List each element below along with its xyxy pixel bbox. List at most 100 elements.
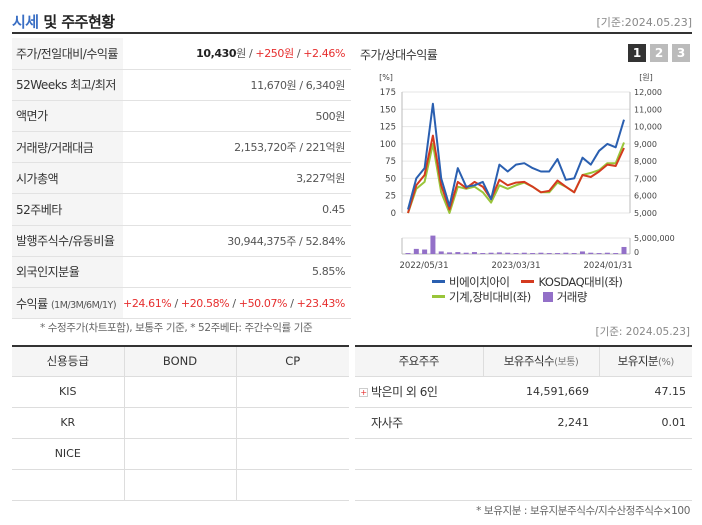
separator: / <box>229 296 239 310</box>
return-3m: +20.58% <box>180 296 230 310</box>
volume-bar <box>596 253 602 254</box>
volume-bar <box>513 253 519 254</box>
quote-label: 액면가 <box>12 100 123 133</box>
table-row <box>355 469 692 501</box>
quote-value: 5.85% <box>123 256 351 289</box>
quote-row: 발행주식수/유동비율 30,944,375주 / 52.84% <box>12 225 351 257</box>
column-header: 보유주식수(보통) <box>482 345 599 377</box>
left-tick-label: 150 <box>380 105 396 115</box>
table-cell <box>235 469 349 501</box>
column-header: BOND <box>123 345 236 377</box>
right-tick-label: 5,000 <box>634 209 657 218</box>
volume-bar <box>480 253 486 254</box>
left-tick-label: 125 <box>380 123 396 133</box>
quote-value-price: 10,430원 / +250원 / +2.46% <box>123 38 351 70</box>
chart-tab-1[interactable]: 1 <box>628 44 646 62</box>
holder-pct: 47.15 <box>599 376 692 408</box>
quote-value: 2,153,720주 / 221억원 <box>123 131 351 164</box>
table-cell <box>235 438 349 470</box>
holder-name: 박은미 외 6인 <box>371 385 438 399</box>
volume-bar <box>604 252 610 254</box>
legend-item: 비에이치아이 <box>432 274 510 290</box>
legend-swatch <box>432 280 445 283</box>
holder-shares: 2,241 <box>483 407 599 439</box>
table-cell <box>123 438 236 470</box>
credit-rating-table: 신용등급 BOND CP KIS KR NICE <box>12 345 349 501</box>
header-unit: (보통) <box>554 357 579 369</box>
right-tick-label: 8,000 <box>634 157 657 166</box>
reference-date-2: [기준: 2024.05.23] <box>595 326 690 338</box>
legend-item: KOSDAQ대비(좌) <box>521 274 623 290</box>
volume-bar <box>579 251 585 254</box>
table-cell <box>235 407 349 439</box>
quote-value-returns: +24.61% / +20.58% / +50.07% / +23.43% <box>123 287 351 320</box>
table-row: + 박은미 외 6인 14,591,669 47.15 <box>355 376 692 408</box>
chart-panel: 주가/상대수익률 1 2 3 [%] [원] 175 12,000 150 11,000 1… <box>358 38 692 314</box>
returns-label: 수익률 <box>16 296 48 311</box>
quote-label: 외국인지분율 <box>12 256 123 289</box>
holder-name-cell[interactable]: + 박은미 외 6인 <box>355 376 483 408</box>
holder-pct <box>599 438 692 470</box>
legend-label: 거래량 <box>556 289 588 304</box>
quote-value: 500원 <box>123 100 351 133</box>
right-tick-label: 12,000 <box>634 88 662 97</box>
legend-label: 기계,장비대비(좌) <box>449 289 531 304</box>
volume-bar <box>488 252 494 254</box>
return-1y: +23.43% <box>296 296 346 310</box>
chart-legend: 비에이치아이 KOSDAQ대비(좌) 기계,장비대비(좌) 거래량 <box>432 274 692 304</box>
volume-bar <box>422 249 428 254</box>
column-header: 보유지분(%) <box>598 345 692 377</box>
table-row: KR <box>12 407 349 439</box>
header-text: 보유주식수 <box>503 354 555 369</box>
returns-sublabel: (1M/3M/6M/1Y) <box>50 299 117 311</box>
left-tick-label: 175 <box>380 88 396 98</box>
return-6m: +50.07% <box>238 296 288 310</box>
volume-tick-label: 5,000,000 <box>634 234 675 243</box>
quote-value: 3,227억원 <box>123 162 351 195</box>
volume-bar <box>588 252 594 254</box>
price-change-rate: +2.46% <box>303 47 345 61</box>
quote-label: 발행주식수/유동비율 <box>12 225 123 257</box>
legend-item: 거래량 <box>542 289 588 305</box>
chart-tab-2[interactable]: 2 <box>650 44 668 62</box>
legend-swatch <box>542 291 553 302</box>
x-tick-label: 2024/01/31 <box>584 261 633 271</box>
legend-swatch <box>521 280 535 283</box>
expand-plus-icon[interactable]: + <box>359 388 368 397</box>
quote-row: 외국인지분율 5.85% <box>12 256 351 289</box>
table-cell <box>123 376 236 408</box>
legend-item: 기계,장비대비(좌) <box>432 289 531 305</box>
quote-label: 주가/전일대비/수익률 <box>12 38 123 70</box>
right-tick-label: 9,000 <box>634 140 657 149</box>
volume-bar <box>571 253 577 254</box>
quote-row: 시가총액 3,227억원 <box>12 162 351 195</box>
quote-row: 액면가 500원 <box>12 100 351 133</box>
chart-tab-3[interactable]: 3 <box>672 44 690 62</box>
left-tick-label: 25 <box>385 192 396 202</box>
holder-shares: 14,591,669 <box>483 376 599 408</box>
left-tick-label: 75 <box>385 157 396 167</box>
separator: / <box>293 47 304 61</box>
holder-shares <box>483 469 599 501</box>
x-tick-label: 2022/05/31 <box>400 261 449 271</box>
volume-bar <box>447 252 453 254</box>
section-header: 시세 및 주주현황 [기준:2024.05.23] <box>12 8 692 34</box>
volume-bar <box>563 252 569 254</box>
volume-bar <box>438 251 444 254</box>
quote-label: 52주베타 <box>12 193 123 226</box>
quote-row: 52Weeks 최고/최저 11,670원 / 6,340원 <box>12 69 351 101</box>
quote-row: 52주베타 0.45 <box>12 193 351 226</box>
column-header: 신용등급 <box>12 345 124 377</box>
holder-pct: 0.01 <box>599 407 692 439</box>
chart-title: 주가/상대수익률 <box>360 48 438 62</box>
series-line <box>407 102 625 210</box>
series-line <box>407 142 625 214</box>
left-tick-label: 100 <box>380 140 396 150</box>
separator: / <box>245 47 256 61</box>
major-shareholders-table: 주요주주 보유주식수(보통) 보유지분(%) + 박은미 외 6인 14,591,… <box>355 345 692 501</box>
table-cell <box>235 376 349 408</box>
table-row: KIS <box>12 376 349 408</box>
section-title: 시세 및 주주현황 <box>12 11 115 32</box>
right-tick-label: 6,000 <box>634 192 657 201</box>
left-tick-label: 0 <box>391 209 396 219</box>
